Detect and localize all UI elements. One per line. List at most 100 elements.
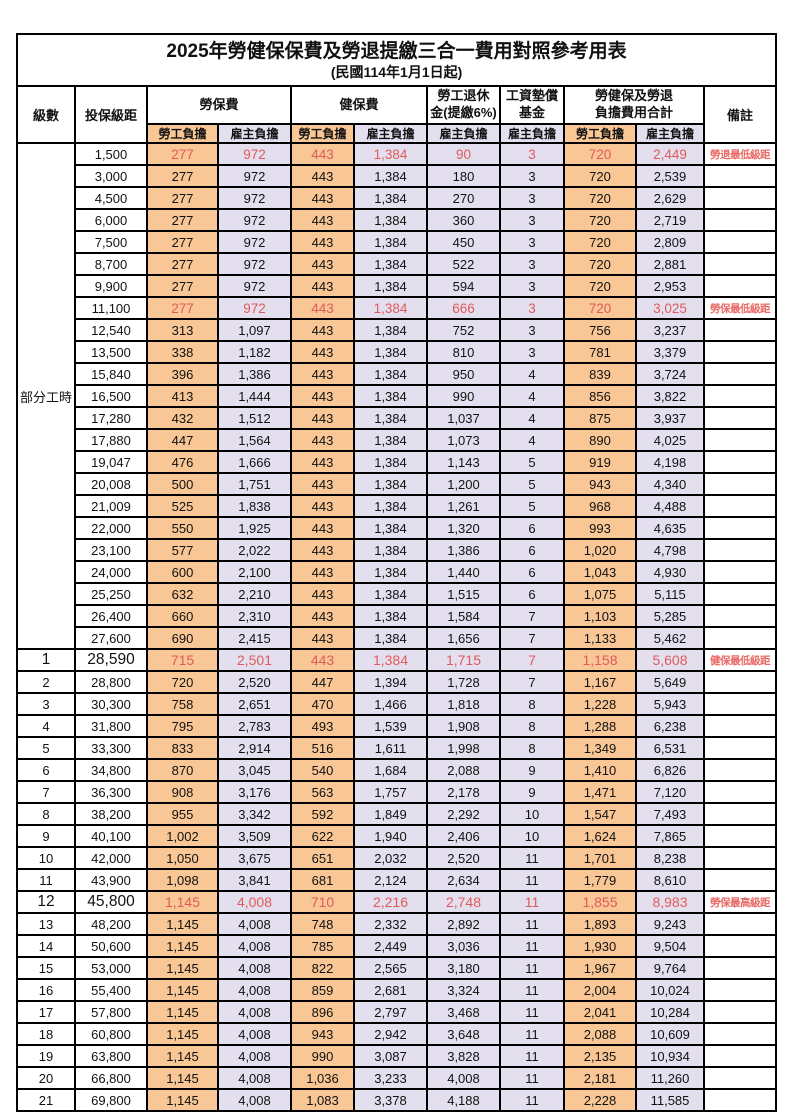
title-cell: 2025年勞健保保費及勞退提繳三合一費用對照參考用表 (民國114年1月1日起) — [15, 33, 778, 87]
value-cell: 1,471 — [563, 780, 637, 804]
level-cell: 14 — [16, 934, 76, 958]
value-cell: 2,501 — [217, 648, 292, 672]
salary-bracket-cell: 25,250 — [74, 582, 148, 606]
value-cell: 2,004 — [563, 978, 637, 1002]
value-cell: 1,384 — [353, 252, 428, 276]
value-cell: 4,488 — [635, 494, 705, 518]
value-cell: 1,584 — [426, 604, 501, 628]
value-cell: 2,681 — [353, 978, 428, 1002]
value-cell: 1,145 — [146, 1066, 219, 1090]
value-cell: 3,822 — [635, 384, 705, 408]
value-cell: 8 — [499, 714, 565, 738]
value-cell: 1,701 — [563, 846, 637, 870]
value-cell: 7 — [499, 648, 565, 672]
salary-bracket-cell: 42,000 — [74, 846, 148, 870]
value-cell: 6,826 — [635, 758, 705, 782]
remark-cell — [702, 428, 778, 452]
salary-bracket-cell: 36,300 — [74, 780, 148, 804]
value-cell: 2,088 — [563, 1022, 637, 1046]
value-cell: 360 — [426, 208, 501, 232]
value-cell: 2,228 — [563, 1088, 637, 1112]
value-cell: 1,466 — [353, 692, 428, 716]
table-row: 12 45,800 1,145 4,008 710 2,216 2,748 11 1,855 8,… — [16, 890, 778, 914]
value-cell: 2,088 — [426, 758, 501, 782]
value-cell: 2,783 — [217, 714, 292, 738]
value-cell: 2,520 — [217, 670, 292, 694]
value-cell: 2,292 — [426, 802, 501, 826]
value-cell: 313 — [146, 318, 219, 342]
value-cell: 270 — [426, 186, 501, 210]
value-cell: 443 — [290, 384, 355, 408]
value-cell: 890 — [563, 428, 637, 452]
table-row: 16,500 413 1,444 443 1,384 990 4 856 3,822 — [17, 384, 778, 408]
value-cell: 1,394 — [353, 670, 428, 694]
reference-table-sheet: 2025年勞健保保費及勞退提繳三合一費用對照參考用表 (民國114年1月1日起)… — [15, 33, 778, 1112]
value-cell: 1,384 — [353, 538, 428, 562]
salary-bracket-cell: 55,400 — [74, 978, 148, 1002]
value-cell: 3,378 — [353, 1088, 428, 1112]
table-row: 19,047 476 1,666 443 1,384 1,143 5 919 4,198 — [17, 450, 778, 474]
value-cell: 1,158 — [563, 648, 637, 672]
value-cell: 443 — [290, 318, 355, 342]
value-cell: 4,008 — [217, 1088, 292, 1112]
value-cell: 1,075 — [563, 582, 637, 606]
value-cell: 3,379 — [635, 340, 705, 364]
level-cell: 19 — [16, 1044, 76, 1068]
table-row: 11 43,900 1,098 3,841 681 2,124 2,634 11 1,779 8,… — [16, 868, 778, 892]
value-cell: 9 — [499, 780, 565, 804]
remark-cell — [702, 934, 778, 958]
value-cell: 443 — [290, 604, 355, 628]
value-cell: 10,284 — [635, 1000, 705, 1024]
remark-cell — [702, 164, 778, 188]
value-cell: 443 — [290, 340, 355, 364]
salary-bracket-cell: 45,800 — [74, 890, 148, 914]
value-cell: 443 — [290, 538, 355, 562]
value-cell: 4,930 — [635, 560, 705, 584]
value-cell: 1,384 — [353, 296, 428, 320]
subheader-total-employer: 雇主負擔 — [635, 123, 705, 144]
value-cell: 1,925 — [217, 516, 292, 540]
table-row: 19 63,800 1,145 4,008 990 3,087 3,828 11 2,135 10… — [16, 1044, 778, 1068]
value-cell: 756 — [563, 318, 637, 342]
value-cell: 3,937 — [635, 406, 705, 430]
value-cell: 7,493 — [635, 802, 705, 826]
value-cell: 470 — [290, 692, 355, 716]
remark-cell — [702, 1066, 778, 1090]
value-cell: 1,666 — [217, 450, 292, 474]
remark-cell — [702, 912, 778, 936]
value-cell: 1,145 — [146, 1044, 219, 1068]
salary-bracket-cell: 13,500 — [74, 340, 148, 364]
value-cell: 710 — [290, 890, 355, 914]
remark-cell — [702, 1022, 778, 1046]
table-row: 11,100 277 972 443 1,384 666 3 720 3,025 勞保最低級距 — [17, 296, 778, 320]
value-cell: 1,515 — [426, 582, 501, 606]
value-cell: 540 — [290, 758, 355, 782]
value-cell: 2,520 — [426, 846, 501, 870]
subheader-health-employer: 雇主負擔 — [353, 123, 428, 144]
table-row: 26,400 660 2,310 443 1,384 1,584 7 1,103 5,285 — [17, 604, 778, 628]
value-cell: 11,260 — [635, 1066, 705, 1090]
value-cell: 450 — [426, 230, 501, 254]
value-cell: 10 — [499, 824, 565, 848]
value-cell: 443 — [290, 252, 355, 276]
value-cell: 443 — [290, 626, 355, 650]
col-header-health-insurance: 健保費 — [290, 85, 428, 125]
value-cell: 6 — [499, 582, 565, 606]
value-cell: 443 — [290, 142, 355, 166]
value-cell: 2,953 — [635, 274, 705, 298]
value-cell: 3,233 — [353, 1066, 428, 1090]
value-cell: 1,228 — [563, 692, 637, 716]
subheader-labor-employee: 勞工負擔 — [146, 123, 219, 144]
value-cell: 3 — [499, 186, 565, 210]
premium-comparison-table: 2025年勞健保保費及勞退提繳三合一費用對照參考用表 (民國114年1月1日起)… — [15, 33, 778, 1112]
value-cell: 7 — [499, 626, 565, 650]
table-row: 7 36,300 908 3,176 563 1,757 2,178 9 1,471 7,120 — [16, 780, 778, 804]
salary-bracket-cell: 33,300 — [74, 736, 148, 760]
value-cell: 1,384 — [353, 362, 428, 386]
table-row: 5 33,300 833 2,914 516 1,611 1,998 8 1,349 6,531 — [16, 736, 778, 760]
table-row: 4 31,800 795 2,783 493 1,539 1,908 8 1,288 6,238 — [16, 714, 778, 738]
value-cell: 4,008 — [217, 1022, 292, 1046]
value-cell: 2,942 — [353, 1022, 428, 1046]
value-cell: 795 — [146, 714, 219, 738]
value-cell: 972 — [217, 296, 292, 320]
